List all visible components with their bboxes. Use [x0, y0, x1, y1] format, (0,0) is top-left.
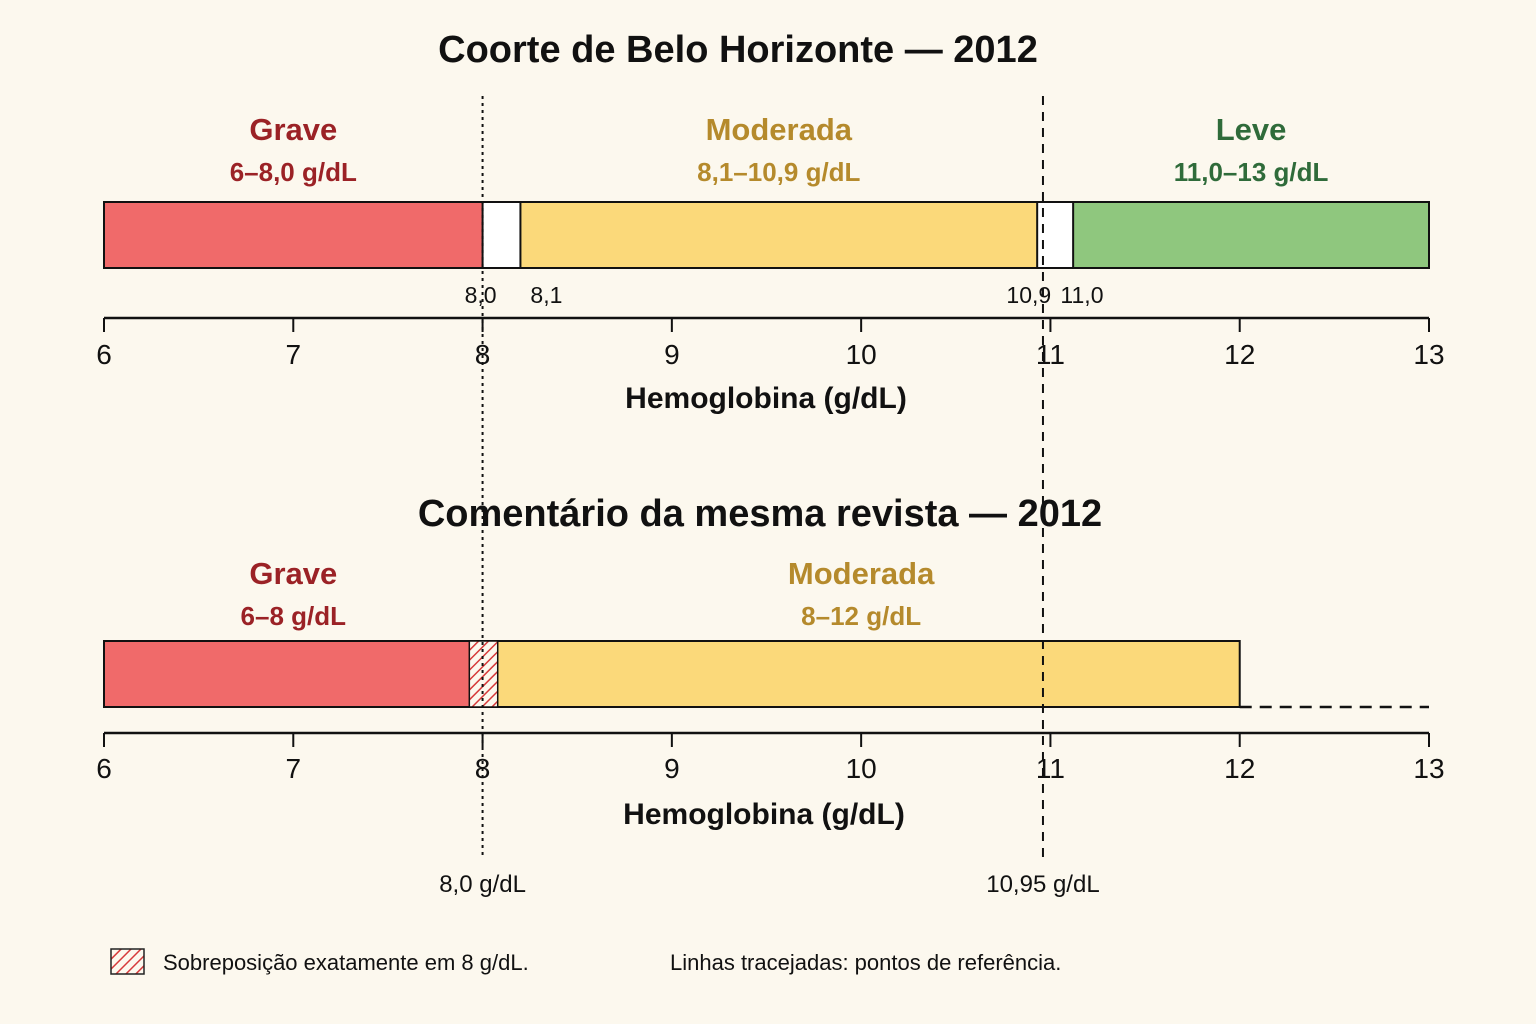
bar-grave [103, 201, 484, 269]
bar-grave [103, 640, 484, 708]
category-range: 11,0–13 g/dL [1174, 157, 1329, 187]
x-axis-label: Hemoglobina (g/dL) [623, 798, 905, 831]
legend: Sobreposição exatamente em 8 g/dL. Linha… [110, 948, 1061, 975]
category-label: Leve [1216, 112, 1287, 147]
panel-title: Coorte de Belo Horizonte — 2012 [438, 29, 1038, 71]
overlap-legend-swatch [110, 948, 145, 975]
reference-value-label: 10,95 g/dL [986, 871, 1099, 898]
x-tick-label: 6 [96, 753, 112, 784]
bar-moderada [481, 640, 1241, 708]
boundary-label: 11,0 [1060, 282, 1103, 308]
category-range: 6–8,0 g/dL [230, 157, 357, 187]
x-tick-label: 10 [846, 339, 877, 370]
panel-title: Comentário da mesma revista — 2012 [418, 493, 1102, 535]
category-range: 8–12 g/dL [801, 601, 921, 631]
panel-cohort: Coorte de Belo Horizonte — 2012 Grave 6–8… [96, 29, 1444, 415]
category-range: 6–8 g/dL [241, 601, 347, 631]
x-tick-label: 9 [664, 753, 680, 784]
x-tick-label: 6 [96, 339, 112, 370]
boundary-label: 8,0 [465, 282, 497, 308]
boundary-label: 8,1 [530, 282, 562, 308]
x-tick-label: 7 [285, 753, 301, 784]
legend-lines-text: Linhas tracejadas: pontos de referência. [670, 950, 1061, 975]
x-tick-label: 11 [1036, 753, 1065, 784]
category-label: Moderada [706, 112, 853, 147]
x-tick-label: 13 [1413, 339, 1444, 370]
x-tick-label: 13 [1413, 753, 1444, 784]
x-tick-label: 12 [1224, 339, 1255, 370]
category-label: Moderada [788, 556, 935, 591]
bar-moderada [519, 201, 1039, 269]
bar-leve [1072, 201, 1430, 269]
category-label: Grave [249, 112, 337, 147]
reference-value-label: 8,0 g/dL [439, 871, 526, 898]
boundary-label: 10,9 [1006, 282, 1051, 308]
panel-commentary: Comentário da mesma revista — 2012 Grave… [96, 493, 1444, 831]
x-tick-label: 8 [475, 339, 491, 370]
x-tick-label: 9 [664, 339, 680, 370]
x-tick-label: 7 [285, 339, 301, 370]
x-tick-label: 12 [1224, 753, 1255, 784]
category-range: 8,1–10,9 g/dL [697, 157, 860, 187]
legend-overlap-text: Sobreposição exatamente em 8 g/dL. [163, 950, 529, 975]
x-axis-label: Hemoglobina (g/dL) [625, 382, 907, 415]
category-label: Grave [249, 556, 337, 591]
x-tick-label: 11 [1036, 339, 1065, 370]
x-tick-label: 10 [846, 753, 877, 784]
